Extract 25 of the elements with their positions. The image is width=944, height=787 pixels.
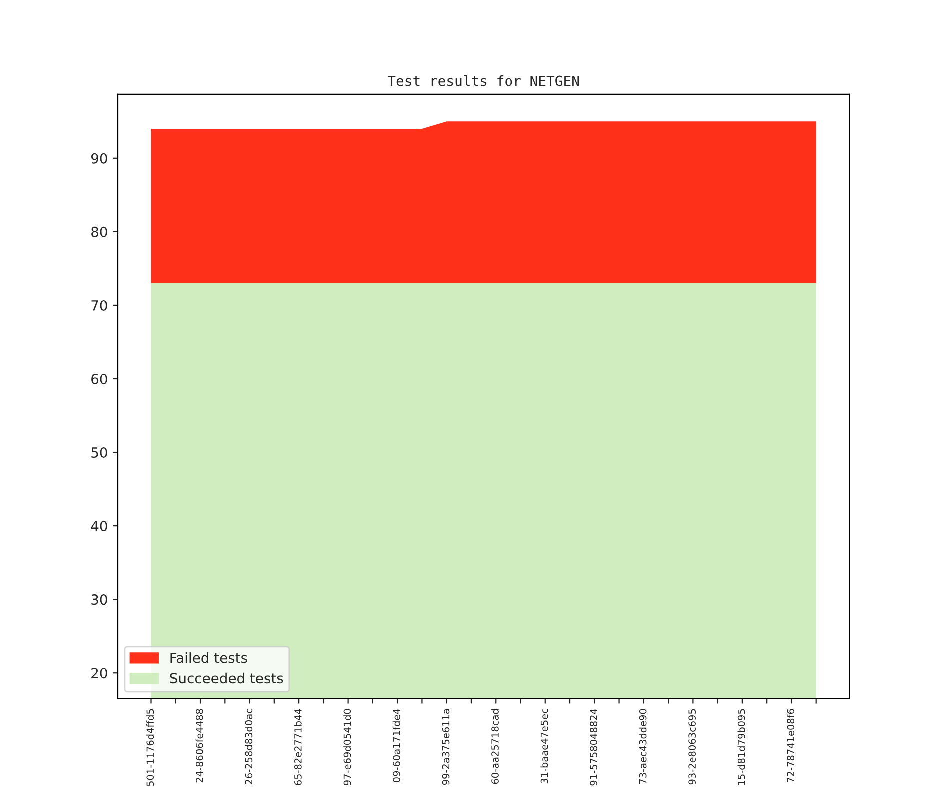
y-tick-label: 90 — [91, 153, 108, 164]
x-tick-label: 93-2e8063c695 — [688, 709, 696, 785]
x-tick-label: 72-78741e08f6 — [787, 709, 795, 783]
chart-title: Test results for NETGEN — [388, 75, 580, 86]
x-tick-label: 91-5758048824 — [590, 709, 598, 786]
x-tick-label: 26-258d83d0ac — [245, 709, 253, 785]
y-tick-label: 30 — [92, 594, 108, 606]
x-tick-label: 73-aec43dde90 — [639, 709, 647, 784]
x-tick-label: 65-82e2771b44 — [294, 709, 302, 786]
x-tick-label: 97-e69d0541d0 — [344, 709, 352, 786]
y-tick-label: 80 — [92, 226, 108, 238]
y-tick-label: 40 — [91, 521, 108, 532]
x-tick-label: 60-aa25718cad — [491, 709, 499, 784]
legend-label: Failed tests — [170, 652, 248, 664]
x-tick-label: 99-2a375e611a — [442, 709, 450, 786]
y-tick-label: 50 — [92, 448, 108, 458]
x-tick-label: 09-60a171fde4 — [392, 709, 400, 782]
x-tick-label: 31-baae47e5ec — [540, 709, 548, 784]
x-tick-label: 15-d81d79b095 — [738, 709, 746, 786]
legend-label: Succeeded tests — [170, 672, 284, 684]
y-tick-label: 20 — [92, 668, 108, 679]
y-tick-label: 60 — [92, 374, 108, 384]
y-tick-label: 70 — [92, 300, 108, 311]
x-tick-label: 501-1176d4ffd5 — [146, 709, 154, 786]
x-tick-label: 24-8606fe4488 — [196, 709, 204, 783]
